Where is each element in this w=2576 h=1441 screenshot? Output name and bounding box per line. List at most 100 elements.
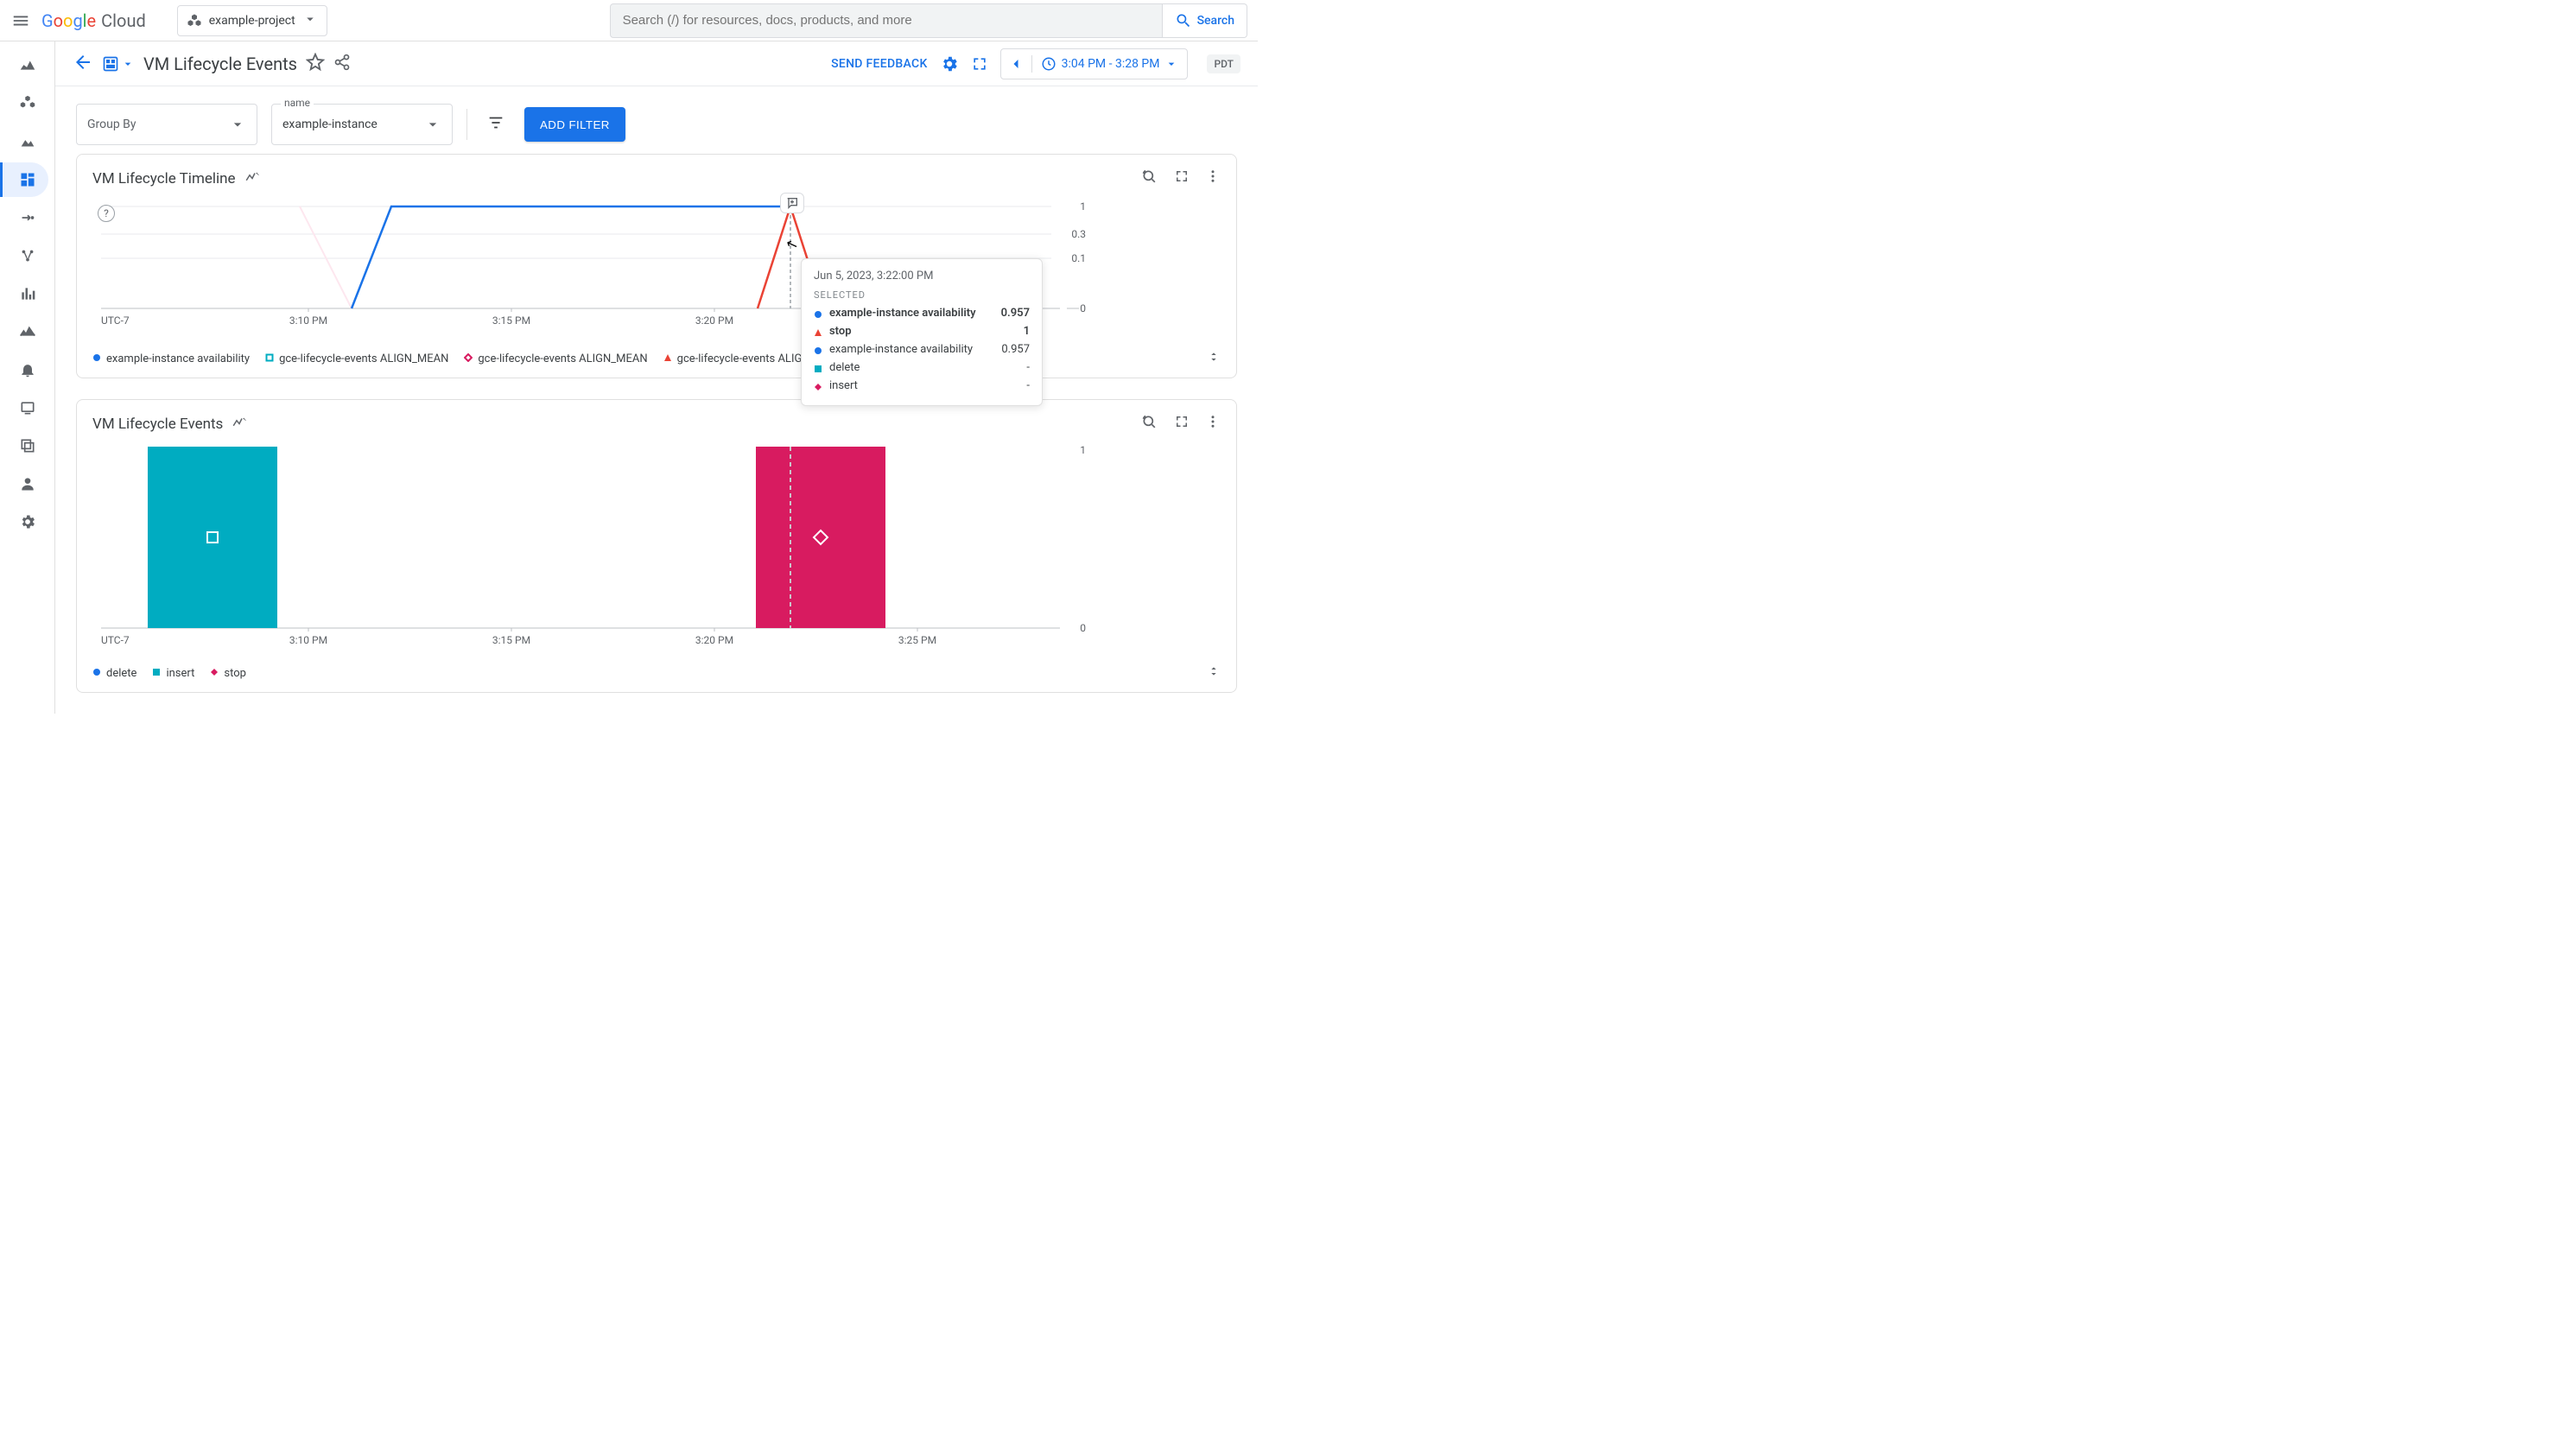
events-chart[interactable]: 1 0 UTC-7 3:10 PM 3:15 PM 3:20 PM 3:25 PM xyxy=(92,443,1221,659)
page: VM Lifecycle Events SEND FEEDBACK 3:04 P… xyxy=(55,41,1258,714)
chart-tooltip: Jun 5, 2023, 3:22:00 PMSELECTEDexample-i… xyxy=(801,258,1043,406)
project-picker[interactable]: example-project xyxy=(177,5,327,36)
nav-integrations[interactable] xyxy=(7,200,48,235)
caret-down-icon xyxy=(1164,57,1178,71)
svg-text:3:20 PM: 3:20 PM xyxy=(695,314,733,327)
back-button[interactable] xyxy=(73,52,93,76)
svg-text:3:10 PM: 3:10 PM xyxy=(289,634,327,646)
chart-config-icon[interactable] xyxy=(244,169,260,188)
nav-groups[interactable] xyxy=(7,390,48,425)
time-range-picker: 3:04 PM - 3:28 PM xyxy=(1000,48,1189,79)
nav-metrics-explorer[interactable] xyxy=(7,124,48,159)
clock-icon xyxy=(1041,56,1056,72)
svg-text:3:25 PM: 3:25 PM xyxy=(898,634,936,646)
svg-text:1: 1 xyxy=(1080,200,1086,213)
settings-icon[interactable] xyxy=(940,54,959,73)
annotation-add-icon[interactable] xyxy=(780,193,804,213)
svg-text:3:15 PM: 3:15 PM xyxy=(492,314,530,327)
svg-text:UTC-7: UTC-7 xyxy=(101,634,130,646)
topbar: Google Cloud example-project Search xyxy=(0,0,1258,41)
name-filter-value: example-instance xyxy=(282,117,378,131)
zoom-reset-icon[interactable] xyxy=(1141,414,1158,435)
timeline-chart[interactable]: ? 10.30.10UTC-73:10 PM3:15 PM3:20 PM3:25… xyxy=(92,198,1221,345)
card-more-icon[interactable] xyxy=(1205,414,1221,435)
caret-down-icon xyxy=(229,116,246,133)
nav-rail xyxy=(0,41,55,714)
card-header: VM Lifecycle Events xyxy=(92,414,1221,435)
timezone-badge[interactable]: PDT xyxy=(1207,54,1240,73)
fullscreen-icon[interactable] xyxy=(971,55,988,73)
svg-text:3:15 PM: 3:15 PM xyxy=(492,634,530,646)
nav-debug[interactable] xyxy=(7,428,48,463)
add-filter-button[interactable]: ADD FILTER xyxy=(524,107,625,142)
page-header: VM Lifecycle Events SEND FEEDBACK 3:04 P… xyxy=(55,41,1258,86)
filter-row: Group By name example-instance ADD FILTE… xyxy=(55,86,1258,154)
nav-services[interactable] xyxy=(7,86,48,121)
card-title: VM Lifecycle Events xyxy=(92,416,223,433)
card-fullscreen-icon[interactable] xyxy=(1174,414,1190,435)
cards: VM Lifecycle Timeline ? 1 0.3 0.1 0 UTC-7 3:1… xyxy=(55,154,1258,714)
help-icon[interactable]: ? xyxy=(98,205,115,222)
svg-text:0.3: 0.3 xyxy=(1071,228,1086,240)
gcloud-logo[interactable]: Google Cloud xyxy=(41,10,146,31)
zoom-reset-icon[interactable] xyxy=(1141,168,1158,189)
group-by-label: Group By xyxy=(87,117,136,131)
search-icon xyxy=(1175,12,1192,29)
name-filter-floatlabel: name xyxy=(281,97,314,109)
search-input-wrap[interactable] xyxy=(610,3,1163,38)
legend-item[interactable]: gce-lifecycle-events ALIGN_MEAN xyxy=(464,352,647,365)
card-timeline: VM Lifecycle Timeline ? 10.30.10UTC-73:1… xyxy=(76,154,1237,378)
card-more-icon[interactable] xyxy=(1205,168,1221,189)
nav-monitoring-overview[interactable] xyxy=(7,48,48,83)
send-feedback-button[interactable]: SEND FEEDBACK xyxy=(831,57,928,71)
page-title: VM Lifecycle Events xyxy=(143,54,297,74)
hamburger-menu-icon[interactable] xyxy=(10,10,31,31)
group-by-dropdown[interactable]: Group By xyxy=(76,104,257,145)
svg-text:0: 0 xyxy=(1080,622,1086,634)
caret-down-icon xyxy=(302,11,318,30)
star-icon[interactable] xyxy=(306,53,325,75)
nav-uptime[interactable] xyxy=(7,314,48,349)
search-button-label: Search xyxy=(1197,14,1234,28)
card-fullscreen-icon[interactable] xyxy=(1174,168,1190,189)
time-range-label: 3:04 PM - 3:28 PM xyxy=(1062,57,1160,71)
nav-alerting[interactable] xyxy=(7,352,48,387)
card-actions xyxy=(1141,168,1221,189)
nav-dashboards[interactable] xyxy=(0,162,48,197)
card-title: VM Lifecycle Timeline xyxy=(92,170,236,187)
events-legend: delete insert stop xyxy=(92,664,1221,682)
nav-managed-prometheus[interactable] xyxy=(7,238,48,273)
svg-text:0.1: 0.1 xyxy=(1071,252,1086,264)
svg-text:3:10 PM: 3:10 PM xyxy=(289,314,327,327)
legend-expand-icon[interactable] xyxy=(1207,664,1221,682)
time-range-button[interactable]: 3:04 PM - 3:28 PM xyxy=(1032,56,1188,72)
svg-text:0: 0 xyxy=(1080,302,1086,314)
project-icon xyxy=(187,13,202,29)
share-icon[interactable] xyxy=(333,54,351,74)
card-events: VM Lifecycle Events 1 0 UTC-7 3:10 PM 3:15 P… xyxy=(76,399,1237,693)
search-button[interactable]: Search xyxy=(1163,3,1247,38)
search-input[interactable] xyxy=(623,13,1150,28)
svg-text:3:20 PM: 3:20 PM xyxy=(695,634,733,646)
card-header: VM Lifecycle Timeline xyxy=(92,168,1221,189)
card-actions xyxy=(1141,414,1221,435)
chart-config-icon[interactable] xyxy=(232,415,247,434)
events-svg: 1 0 UTC-7 3:10 PM 3:15 PM 3:20 PM 3:25 PM xyxy=(92,443,1112,659)
legend-item[interactable]: insert xyxy=(152,667,194,680)
dashboard-type-picker[interactable] xyxy=(102,55,135,73)
legend-item[interactable]: delete xyxy=(92,667,136,680)
nav-permissions[interactable] xyxy=(7,467,48,501)
nav-settings[interactable] xyxy=(7,505,48,539)
legend-item[interactable]: gce-lifecycle-events ALIGN_MEAN xyxy=(265,352,448,365)
legend-item[interactable]: example-instance availability xyxy=(92,352,250,365)
logo-suffix: Cloud xyxy=(101,10,146,31)
nav-slo[interactable] xyxy=(7,276,48,311)
filter-icon[interactable] xyxy=(481,113,511,136)
legend-expand-icon[interactable] xyxy=(1207,350,1221,367)
caret-down-icon xyxy=(424,116,441,133)
legend-item[interactable]: stop xyxy=(210,667,246,680)
time-prev-button[interactable] xyxy=(1001,55,1032,73)
svg-text:1: 1 xyxy=(1080,444,1086,456)
name-filter-dropdown[interactable]: name example-instance xyxy=(271,104,453,145)
divider xyxy=(466,109,467,140)
